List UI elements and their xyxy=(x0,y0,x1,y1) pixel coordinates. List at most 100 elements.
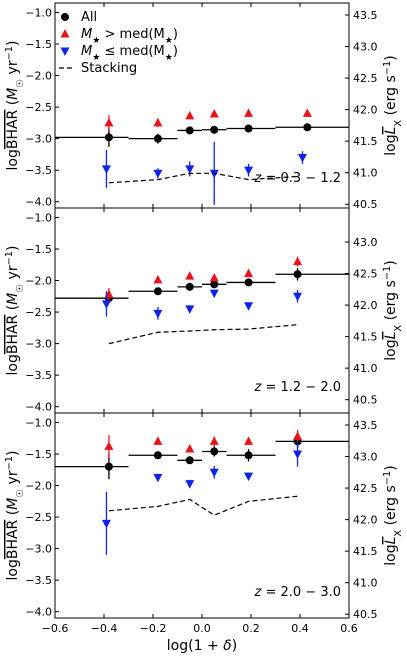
left-y-axis-label: logBHAR (M☉ yr−1) xyxy=(4,40,26,170)
high-mass-point xyxy=(209,109,219,118)
low-mass-point xyxy=(209,468,219,478)
low-mass-point xyxy=(209,289,219,299)
y-tick-label: −3.0 xyxy=(25,133,52,146)
low-mass-point xyxy=(293,292,303,302)
x-tick-label: 0.0 xyxy=(193,622,211,635)
y-tick-label: −2.0 xyxy=(25,70,52,83)
right-y-tick-label: 41.5 xyxy=(353,135,378,148)
low-mass-point xyxy=(209,169,219,179)
x-tick-label: 0.4 xyxy=(291,622,309,635)
high-mass-point xyxy=(153,117,163,127)
low-mass-point xyxy=(244,302,254,311)
high-mass-point xyxy=(209,436,219,445)
all-point xyxy=(210,280,219,289)
all-point xyxy=(244,124,253,133)
high-mass-point xyxy=(104,117,114,127)
x-tick-label: −0.4 xyxy=(91,622,118,635)
all-point xyxy=(210,125,219,134)
y-tick-label: −4.0 xyxy=(25,196,52,209)
legend-label-stacking: Stacking xyxy=(81,61,137,76)
low-mass-point xyxy=(185,305,195,314)
high-mass-point xyxy=(185,110,195,120)
high-mass-point xyxy=(153,436,163,445)
right-y-tick-label: 40.5 xyxy=(353,608,378,621)
right-y-tick-label: 42.5 xyxy=(353,268,378,281)
y-tick-label: −1.5 xyxy=(25,38,52,51)
y-tick-label: −3.5 xyxy=(25,369,52,382)
y-tick-label: −1.0 xyxy=(25,6,52,19)
y-tick-label: −2.5 xyxy=(25,306,52,319)
high-mass-point xyxy=(185,443,195,453)
low-mass-point xyxy=(185,165,195,174)
right-y-axis-label: logLX (erg s−1) xyxy=(382,55,404,155)
right-y-tick-label: 40.5 xyxy=(353,198,378,211)
legend-label-high-mass: M★ > med(M★) xyxy=(81,27,178,46)
right-y-tick-label: 43.5 xyxy=(353,9,378,22)
y-tick-label: −1.0 xyxy=(25,211,52,224)
legend: All M★ > med(M★)M★ ≤ med(M★)Stacking xyxy=(59,10,178,76)
all-point xyxy=(303,123,312,132)
high-mass-point xyxy=(209,273,219,282)
high-mass-point xyxy=(293,431,303,440)
all-point xyxy=(153,134,162,143)
y-tick-label: −4.0 xyxy=(25,401,52,414)
panel-1: −1.0 −1.5 −2.0 −2.5 −3.0 −3.5 −4.0 43.5 43.0 42.5… xyxy=(4,2,404,211)
right-y-tick-label: 42.0 xyxy=(353,514,378,527)
high-mass-point xyxy=(153,274,163,284)
low-mass-point xyxy=(293,450,303,459)
redshift-annotation: z = 0.3 − 1.2 xyxy=(254,171,342,186)
y-tick-label: −2.0 xyxy=(25,480,52,493)
all-point xyxy=(153,287,162,296)
legend-marker-all xyxy=(61,13,69,21)
right-y-tick-label: 42.5 xyxy=(353,482,378,495)
all-point xyxy=(185,282,194,291)
x-axis-label: log(1 + δ) xyxy=(167,638,237,654)
low-mass-point xyxy=(185,480,195,489)
high-mass-point xyxy=(104,441,114,450)
low-mass-point xyxy=(297,154,307,163)
right-y-tick-label: 42.0 xyxy=(353,299,378,312)
stacking-line xyxy=(108,324,298,345)
right-y-tick-label: 43.5 xyxy=(353,419,378,432)
x-tick-label: 0.2 xyxy=(242,622,260,635)
stacking-line xyxy=(108,495,298,516)
y-tick-label: −1.0 xyxy=(25,416,52,429)
redshift-annotation: z = 1.2 − 2.0 xyxy=(254,380,342,395)
y-tick-label: −1.5 xyxy=(25,448,52,461)
right-y-axis-label: logLX (erg s−1) xyxy=(382,465,404,565)
right-y-tick-label: 43.0 xyxy=(353,236,378,249)
y-tick-label: −2.0 xyxy=(25,275,52,288)
high-mass-point xyxy=(244,268,254,278)
low-mass-point xyxy=(101,300,111,309)
y-tick-label: −2.5 xyxy=(25,101,52,114)
x-tick-label: −0.6 xyxy=(42,622,69,635)
legend-label-low-mass: M★ ≤ med(M★) xyxy=(81,44,178,63)
right-y-tick-label: 43.0 xyxy=(353,451,378,464)
y-tick-label: −1.5 xyxy=(25,243,52,256)
all-point xyxy=(153,451,162,460)
high-mass-point xyxy=(302,108,312,117)
panel-2: −1.0 −1.5 −2.0 −2.5 −3.0 −3.5 −4.0 43.0 42.5 42.0… xyxy=(4,207,404,414)
all-point xyxy=(185,456,194,465)
left-y-axis-label: logBHAR (M☉ yr−1) xyxy=(4,450,26,580)
y-tick-label: −3.0 xyxy=(25,543,52,556)
right-y-tick-label: 41.5 xyxy=(353,545,378,558)
y-tick-label: −3.5 xyxy=(25,574,52,587)
all-point xyxy=(210,447,219,456)
stacking-line xyxy=(108,172,298,184)
high-mass-point xyxy=(185,271,195,280)
right-y-tick-label: 42.0 xyxy=(353,104,378,117)
legend-marker-low-mass xyxy=(60,47,70,56)
right-y-tick-label: 41.0 xyxy=(353,577,378,590)
right-y-tick-label: 42.5 xyxy=(353,72,378,85)
all-point xyxy=(185,126,194,135)
x-tick-label: 0.6 xyxy=(340,622,358,635)
low-mass-point xyxy=(153,473,163,483)
low-mass-point xyxy=(101,519,111,529)
all-point xyxy=(104,462,113,471)
y-tick-label: −4.0 xyxy=(25,606,52,619)
right-y-axis-label: logLX (erg s−1) xyxy=(382,260,404,360)
right-y-tick-label: 40.5 xyxy=(353,394,378,407)
low-mass-point xyxy=(244,166,254,176)
